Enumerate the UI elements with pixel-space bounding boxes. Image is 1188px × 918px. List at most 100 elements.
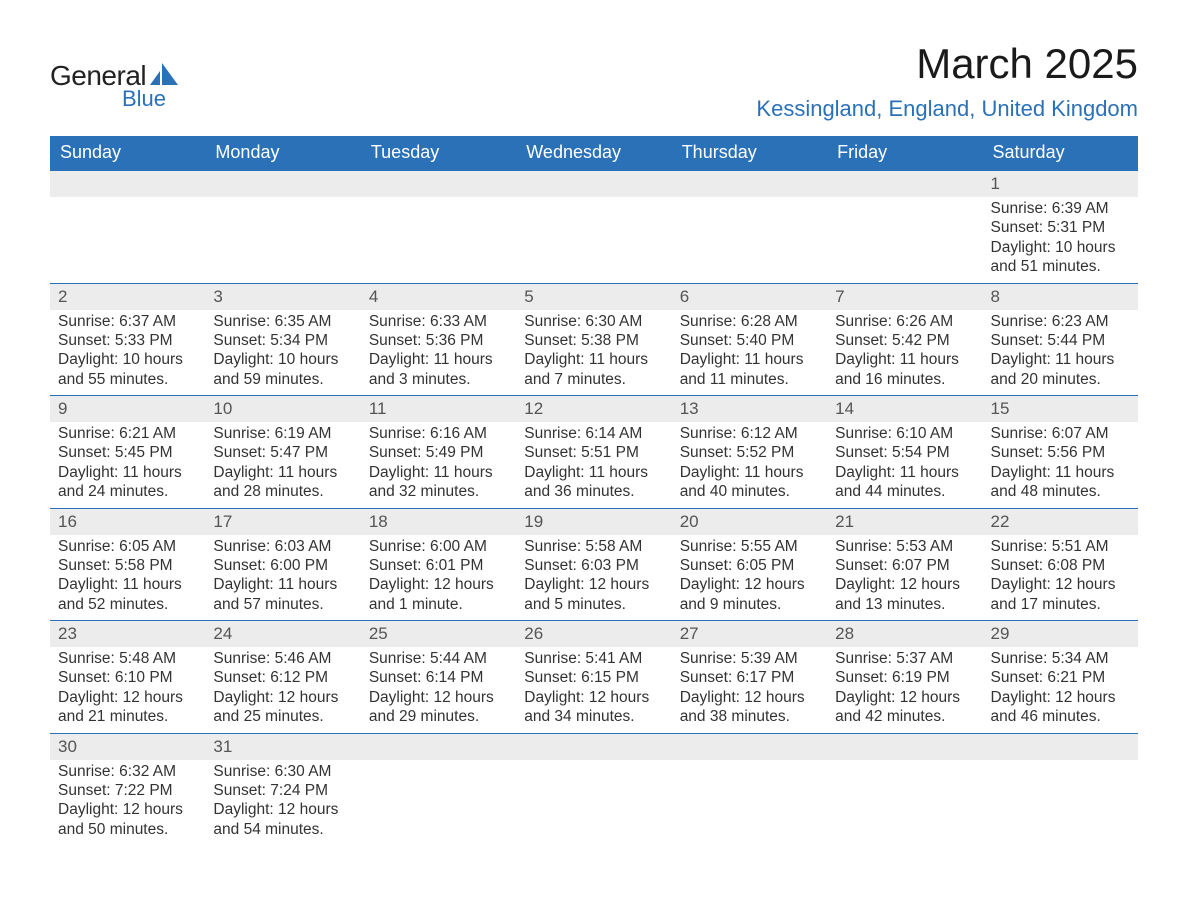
day-number <box>50 171 205 197</box>
sunrise-line: Sunrise: 5:53 AM <box>835 537 974 556</box>
day-details: Sunrise: 6:26 AMSunset: 5:42 PMDaylight:… <box>827 310 982 396</box>
daylight-line: Daylight: 11 hours and 36 minutes. <box>524 463 663 502</box>
day-number: 23 <box>50 621 205 647</box>
sunrise-line: Sunrise: 5:41 AM <box>524 649 663 668</box>
day-number: 12 <box>516 396 671 422</box>
day-number: 31 <box>205 734 360 760</box>
daylight-line: Daylight: 11 hours and 24 minutes. <box>58 463 197 502</box>
day-details: Sunrise: 6:10 AMSunset: 5:54 PMDaylight:… <box>827 422 982 508</box>
daylight-line: Daylight: 12 hours and 17 minutes. <box>991 575 1130 614</box>
day-details: Sunrise: 6:12 AMSunset: 5:52 PMDaylight:… <box>672 422 827 508</box>
daylight-line: Daylight: 11 hours and 28 minutes. <box>213 463 352 502</box>
daylight-line: Daylight: 12 hours and 54 minutes. <box>213 800 352 839</box>
calendar-empty-cell <box>672 171 827 283</box>
day-number: 25 <box>361 621 516 647</box>
sunset-line: Sunset: 7:22 PM <box>58 781 197 800</box>
sunset-line: Sunset: 5:58 PM <box>58 556 197 575</box>
calendar-day-cell: 7Sunrise: 6:26 AMSunset: 5:42 PMDaylight… <box>827 283 982 396</box>
calendar-day-cell: 6Sunrise: 6:28 AMSunset: 5:40 PMDaylight… <box>672 283 827 396</box>
day-details: Sunrise: 6:16 AMSunset: 5:49 PMDaylight:… <box>361 422 516 508</box>
day-number: 30 <box>50 734 205 760</box>
day-number: 18 <box>361 509 516 535</box>
calendar-week-row: 1Sunrise: 6:39 AMSunset: 5:31 PMDaylight… <box>50 171 1138 283</box>
day-number <box>516 734 671 760</box>
day-number: 28 <box>827 621 982 647</box>
sunset-line: Sunset: 6:19 PM <box>835 668 974 687</box>
day-details: Sunrise: 6:37 AMSunset: 5:33 PMDaylight:… <box>50 310 205 396</box>
sunset-line: Sunset: 5:54 PM <box>835 443 974 462</box>
daylight-line: Daylight: 12 hours and 46 minutes. <box>991 688 1130 727</box>
calendar-day-cell: 11Sunrise: 6:16 AMSunset: 5:49 PMDayligh… <box>361 396 516 509</box>
day-number <box>361 734 516 760</box>
day-details: Sunrise: 6:19 AMSunset: 5:47 PMDaylight:… <box>205 422 360 508</box>
sunset-line: Sunset: 5:44 PM <box>991 331 1130 350</box>
daylight-line: Daylight: 12 hours and 34 minutes. <box>524 688 663 727</box>
day-number: 22 <box>983 509 1138 535</box>
calendar-day-cell: 15Sunrise: 6:07 AMSunset: 5:56 PMDayligh… <box>983 396 1138 509</box>
calendar-day-cell: 5Sunrise: 6:30 AMSunset: 5:38 PMDaylight… <box>516 283 671 396</box>
daylight-line: Daylight: 12 hours and 38 minutes. <box>680 688 819 727</box>
sunrise-line: Sunrise: 5:55 AM <box>680 537 819 556</box>
day-number: 29 <box>983 621 1138 647</box>
calendar-empty-cell <box>516 733 671 845</box>
day-details <box>672 197 827 275</box>
calendar-week-row: 23Sunrise: 5:48 AMSunset: 6:10 PMDayligh… <box>50 621 1138 734</box>
calendar-empty-cell <box>983 733 1138 845</box>
sunrise-line: Sunrise: 6:37 AM <box>58 312 197 331</box>
day-details <box>827 760 982 838</box>
title-block: March 2025 Kessingland, England, United … <box>756 40 1138 122</box>
calendar-week-row: 16Sunrise: 6:05 AMSunset: 5:58 PMDayligh… <box>50 508 1138 621</box>
day-number: 27 <box>672 621 827 647</box>
weekday-header: Thursday <box>672 136 827 171</box>
sunrise-line: Sunrise: 6:14 AM <box>524 424 663 443</box>
day-details: Sunrise: 5:48 AMSunset: 6:10 PMDaylight:… <box>50 647 205 733</box>
daylight-line: Daylight: 11 hours and 52 minutes. <box>58 575 197 614</box>
day-details: Sunrise: 5:55 AMSunset: 6:05 PMDaylight:… <box>672 535 827 621</box>
sunrise-line: Sunrise: 6:16 AM <box>369 424 508 443</box>
sunset-line: Sunset: 5:34 PM <box>213 331 352 350</box>
sunrise-line: Sunrise: 6:23 AM <box>991 312 1130 331</box>
day-number <box>672 734 827 760</box>
sunset-line: Sunset: 6:15 PM <box>524 668 663 687</box>
calendar-table: SundayMondayTuesdayWednesdayThursdayFrid… <box>50 136 1138 845</box>
sunset-line: Sunset: 5:36 PM <box>369 331 508 350</box>
sunrise-line: Sunrise: 6:00 AM <box>369 537 508 556</box>
calendar-day-cell: 25Sunrise: 5:44 AMSunset: 6:14 PMDayligh… <box>361 621 516 734</box>
sunset-line: Sunset: 5:56 PM <box>991 443 1130 462</box>
sunrise-line: Sunrise: 5:37 AM <box>835 649 974 668</box>
day-details: Sunrise: 5:58 AMSunset: 6:03 PMDaylight:… <box>516 535 671 621</box>
calendar-day-cell: 19Sunrise: 5:58 AMSunset: 6:03 PMDayligh… <box>516 508 671 621</box>
day-details <box>672 760 827 838</box>
daylight-line: Daylight: 11 hours and 11 minutes. <box>680 350 819 389</box>
sunrise-line: Sunrise: 6:19 AM <box>213 424 352 443</box>
sunrise-line: Sunrise: 6:35 AM <box>213 312 352 331</box>
day-details: Sunrise: 5:34 AMSunset: 6:21 PMDaylight:… <box>983 647 1138 733</box>
calendar-day-cell: 18Sunrise: 6:00 AMSunset: 6:01 PMDayligh… <box>361 508 516 621</box>
daylight-line: Daylight: 11 hours and 44 minutes. <box>835 463 974 502</box>
day-number <box>205 171 360 197</box>
daylight-line: Daylight: 11 hours and 7 minutes. <box>524 350 663 389</box>
day-number: 3 <box>205 284 360 310</box>
day-number: 20 <box>672 509 827 535</box>
month-title: March 2025 <box>756 40 1138 88</box>
daylight-line: Daylight: 11 hours and 48 minutes. <box>991 463 1130 502</box>
day-details: Sunrise: 5:39 AMSunset: 6:17 PMDaylight:… <box>672 647 827 733</box>
day-number <box>516 171 671 197</box>
sunset-line: Sunset: 6:10 PM <box>58 668 197 687</box>
day-details: Sunrise: 6:33 AMSunset: 5:36 PMDaylight:… <box>361 310 516 396</box>
sunrise-line: Sunrise: 6:32 AM <box>58 762 197 781</box>
weekday-header: Monday <box>205 136 360 171</box>
calendar-day-cell: 30Sunrise: 6:32 AMSunset: 7:22 PMDayligh… <box>50 733 205 845</box>
sunset-line: Sunset: 5:40 PM <box>680 331 819 350</box>
calendar-empty-cell <box>827 733 982 845</box>
day-number: 15 <box>983 396 1138 422</box>
sunset-line: Sunset: 5:49 PM <box>369 443 508 462</box>
sunrise-line: Sunrise: 6:05 AM <box>58 537 197 556</box>
day-details: Sunrise: 6:05 AMSunset: 5:58 PMDaylight:… <box>50 535 205 621</box>
calendar-empty-cell <box>50 171 205 283</box>
day-number: 19 <box>516 509 671 535</box>
day-number: 24 <box>205 621 360 647</box>
day-details: Sunrise: 6:14 AMSunset: 5:51 PMDaylight:… <box>516 422 671 508</box>
day-details <box>983 760 1138 838</box>
day-number: 14 <box>827 396 982 422</box>
